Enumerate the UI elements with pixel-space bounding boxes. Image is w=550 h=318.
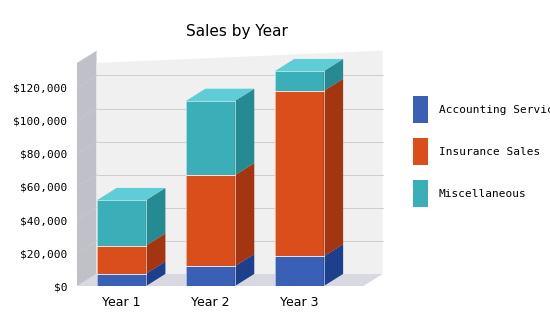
Polygon shape: [97, 51, 383, 274]
Polygon shape: [97, 261, 166, 274]
Polygon shape: [274, 59, 343, 71]
Bar: [412, 96, 428, 123]
Polygon shape: [186, 163, 254, 176]
Polygon shape: [186, 176, 235, 266]
Polygon shape: [274, 91, 323, 256]
Polygon shape: [77, 274, 383, 286]
Polygon shape: [186, 254, 254, 266]
Bar: [412, 138, 428, 165]
Polygon shape: [146, 261, 166, 286]
Polygon shape: [97, 233, 166, 246]
Polygon shape: [235, 254, 254, 286]
Polygon shape: [146, 233, 166, 274]
Bar: [412, 180, 428, 207]
Polygon shape: [323, 244, 343, 286]
Polygon shape: [97, 200, 146, 246]
Text: Miscellaneous: Miscellaneous: [439, 189, 527, 199]
Polygon shape: [186, 101, 235, 176]
Polygon shape: [97, 246, 146, 274]
Polygon shape: [274, 256, 323, 286]
Polygon shape: [97, 274, 146, 286]
Polygon shape: [186, 89, 254, 101]
Polygon shape: [274, 244, 343, 256]
Title: Sales by Year: Sales by Year: [185, 24, 288, 39]
Polygon shape: [274, 79, 343, 91]
Polygon shape: [146, 188, 166, 246]
Polygon shape: [77, 51, 97, 286]
Polygon shape: [97, 188, 166, 200]
Text: Insurance Sales: Insurance Sales: [439, 147, 540, 157]
Polygon shape: [274, 71, 323, 91]
Polygon shape: [235, 163, 254, 266]
Polygon shape: [186, 266, 235, 286]
Text: Accounting Services: Accounting Services: [439, 105, 550, 115]
Polygon shape: [323, 79, 343, 256]
Polygon shape: [235, 89, 254, 176]
Polygon shape: [323, 59, 343, 91]
